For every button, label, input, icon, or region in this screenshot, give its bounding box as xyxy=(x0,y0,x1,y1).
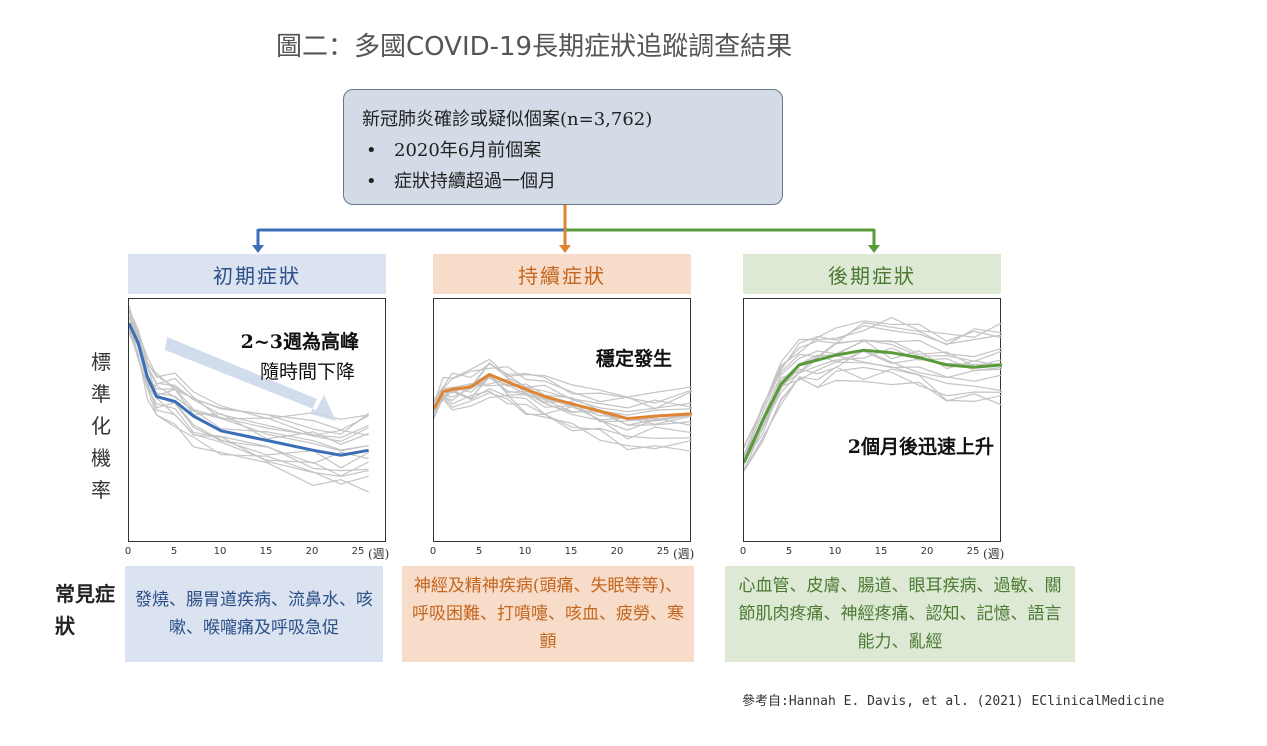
decline-arrow xyxy=(165,337,336,421)
tick-label: 0 xyxy=(124,546,132,557)
tick-label: 15 xyxy=(874,546,888,557)
cohort-criterion: 症狀持續超過一個月 xyxy=(362,166,764,197)
series-line xyxy=(744,348,1002,464)
individual-symptom-line xyxy=(129,328,369,493)
cohort-box: 新冠肺炎確診或疑似個案(n=3,762) 2020年6月前個案 症狀持續超過一個… xyxy=(343,89,783,205)
x-unit-label: (週) xyxy=(673,547,695,561)
y-axis-label: 標準化機率 xyxy=(91,350,111,502)
header-early-symptoms: 初期症狀 xyxy=(128,254,386,294)
tick-label: 5 xyxy=(170,546,178,557)
common-symptoms-label: 常見症狀 xyxy=(55,582,115,638)
individual-symptom-line xyxy=(129,311,369,431)
header-persistent-symptoms: 持續症狀 xyxy=(433,254,691,294)
individual-symptom-line xyxy=(434,362,692,409)
tick-label: 5 xyxy=(475,546,483,557)
tick-label: 20 xyxy=(920,546,934,557)
tick-label: 10 xyxy=(213,546,227,557)
individual-symptom-line xyxy=(744,366,1002,471)
tick-label: 15 xyxy=(259,546,273,557)
individual-symptom-line xyxy=(129,325,369,485)
cohort-criteria-list: 2020年6月前個案 症狀持續超過一個月 xyxy=(362,135,764,197)
symptoms-late: 心血管、皮膚、腸道、眼耳疾病、過敏、關節肌肉疼痛、神經疼痛、認知、記憶、語言能力… xyxy=(725,566,1075,662)
tick-label: 10 xyxy=(828,546,842,557)
tick-label: 20 xyxy=(305,546,319,557)
individual-symptom-line xyxy=(434,390,692,439)
symptoms-early: 發燒、腸胃道疾病、流鼻水、咳嗽、喉嚨痛及呼吸急促 xyxy=(125,566,383,662)
tick-label: 20 xyxy=(610,546,624,557)
tick-label: 25 xyxy=(966,546,980,557)
tick-label: 0 xyxy=(739,546,747,557)
plot-early-svg xyxy=(129,305,369,493)
individual-symptom-line xyxy=(744,366,1002,472)
header-late-symptoms: 後期症狀 xyxy=(743,254,1001,294)
tick-label: 25 xyxy=(656,546,670,557)
tick-label: 15 xyxy=(564,546,578,557)
tick-label: 5 xyxy=(785,546,793,557)
x-axis-ticks-early: 0 5 10 15 20 25 (週) xyxy=(124,546,390,562)
symptoms-persistent: 神經及精神疾病(頭痛、失眠等等)、呼吸困難、打噴嚏、咳血、疲勞、寒顫 xyxy=(402,566,694,662)
annotation-stable: 穩定發生 xyxy=(595,348,672,370)
series-line xyxy=(434,372,692,421)
tick-label: 0 xyxy=(429,546,437,557)
individual-symptom-line xyxy=(434,394,692,450)
individual-symptom-line xyxy=(744,316,1002,456)
individual-symptom-line xyxy=(744,340,1002,466)
annotation-rapid-rise: 2個月後迅速上升 xyxy=(847,436,994,458)
x-unit-label: (週) xyxy=(368,547,390,561)
individual-symptom-line xyxy=(434,378,692,426)
plot-late-svg xyxy=(744,316,1002,472)
x-axis-ticks-late: 0 5 10 15 20 25 (週) xyxy=(739,546,1005,562)
cohort-heading: 新冠肺炎確診或疑似個案(n=3,762) xyxy=(362,109,653,130)
series-line xyxy=(129,322,369,457)
tick-label: 10 xyxy=(518,546,532,557)
plot-persistent: 穩定發生 xyxy=(433,298,692,542)
x-axis-ticks-persistent: 0 5 10 15 20 25 (週) xyxy=(429,546,695,562)
individual-symptom-line xyxy=(129,321,369,477)
annotation-decline: 隨時間下降 xyxy=(259,361,355,383)
individual-symptom-line xyxy=(744,320,1002,447)
page-title: 圖二：多國COVID-19長期症狀追蹤調查結果 xyxy=(276,32,793,62)
tick-label: 25 xyxy=(351,546,365,557)
plot-persistent-svg xyxy=(434,358,692,452)
individual-symptom-line xyxy=(744,321,1002,449)
individual-symptom-line xyxy=(744,361,1002,462)
reference-citation: 參考自:Hannah E. Davis, et al. (2021) EClin… xyxy=(742,694,1165,709)
cohort-criterion: 2020年6月前個案 xyxy=(362,135,764,166)
annotation-peak: 2~3週為高峰 xyxy=(240,331,359,353)
individual-symptom-line xyxy=(434,392,692,452)
x-unit-label: (週) xyxy=(983,547,1005,561)
plot-late: 2個月後迅速上升 xyxy=(743,298,1002,542)
plot-early: 2~3週為高峰 隨時間下降 xyxy=(128,298,386,542)
individual-symptom-line xyxy=(129,311,369,439)
individual-symptom-line xyxy=(434,358,692,404)
